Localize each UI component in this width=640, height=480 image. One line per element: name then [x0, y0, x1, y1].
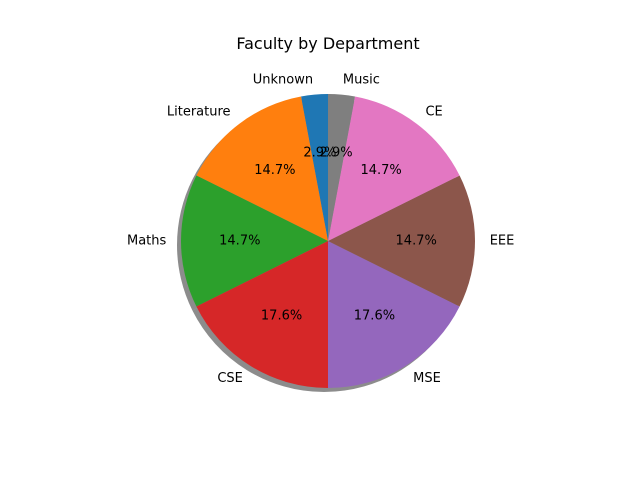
percent-label-maths: 14.7% [219, 234, 260, 249]
percent-label-cse: 17.6% [261, 308, 302, 323]
slice-ce [328, 96, 460, 241]
slice-label-music: Music [343, 72, 380, 87]
percent-label-ce: 14.7% [360, 163, 401, 178]
slice-label-literature: Literature [167, 104, 231, 119]
slice-literature [196, 96, 328, 241]
slice-labels: Unknown Literature Maths CSE MSE EEE CE Music [127, 72, 514, 385]
percent-label-mse: 17.6% [354, 308, 395, 323]
percent-label-unknown: 2.9% [303, 146, 336, 161]
slice-maths [181, 175, 328, 307]
percent-label-literature: 14.7% [254, 163, 295, 178]
slice-label-cse: CSE [217, 371, 243, 386]
slice-label-unknown: Unknown [253, 72, 313, 87]
percent-label-eee: 14.7% [396, 234, 437, 249]
percent-labels: 2.9% 14.7% 14.7% 17.6% 17.6% 14.7% 14.7% 2.9% [219, 146, 437, 324]
slice-label-maths: Maths [127, 234, 167, 249]
slice-music [328, 94, 356, 241]
slice-mse [328, 241, 460, 388]
slice-label-mse: MSE [413, 371, 441, 386]
slice-eee [328, 175, 475, 307]
percent-label-music: 2.9% [320, 146, 353, 161]
slice-label-ce: CE [425, 104, 442, 119]
slice-unknown [300, 94, 328, 241]
slice-label-eee: EEE [490, 234, 515, 249]
pie-slices [181, 94, 475, 388]
slice-cse [196, 241, 328, 388]
chart-title: Faculty by Department [236, 34, 419, 53]
